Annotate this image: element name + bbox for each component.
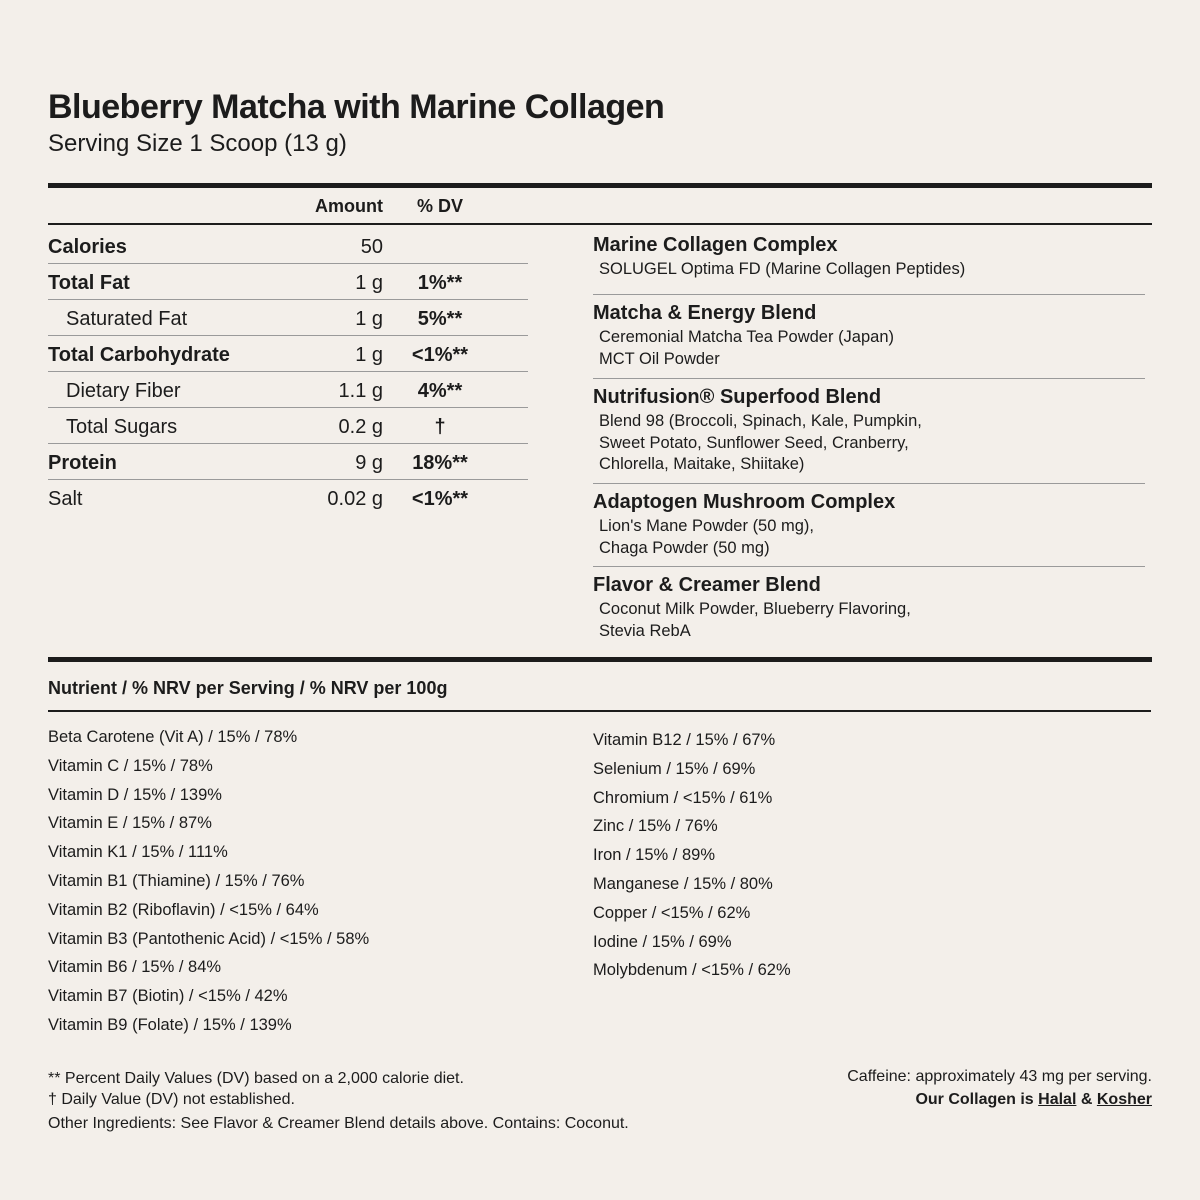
amount-header: Amount xyxy=(315,196,383,216)
nutrient-amount: 1 g xyxy=(355,272,383,294)
footer-right: Caffeine: approximately 43 mg per servin… xyxy=(847,1065,1152,1111)
other-ingredients: Other Ingredients: See Flavor & Creamer … xyxy=(48,1115,629,1132)
divider-thick xyxy=(48,183,1152,188)
table-row: Dietary Fiber 1.1 g 4%** xyxy=(48,372,528,408)
nrv-item: Vitamin K1 / 15% / 111% xyxy=(48,843,228,862)
nrv-item: Vitamin B1 (Thiamine) / 15% / 76% xyxy=(48,871,305,890)
nutrient-name: Total Carbohydrate xyxy=(48,344,230,366)
nutrient-dv: <1%** xyxy=(411,488,469,510)
table-row: Total Fat 1 g 1%** xyxy=(48,264,528,300)
kosher-link[interactable]: Kosher xyxy=(1096,1091,1152,1108)
nrv-item: Vitamin B2 (Riboflavin) / <15% / 64% xyxy=(48,900,319,919)
dv-footnote: ** Percent Daily Values (DV) based on a … xyxy=(48,1070,464,1087)
nrv-item: Vitamin C / 15% / 78% xyxy=(48,756,213,775)
blend-section: Matcha & Energy Blend Ceremonial Matcha T… xyxy=(593,302,1145,379)
nrv-item: Iron / 15% / 89% xyxy=(593,846,715,865)
nutrient-amount: 1.1 g xyxy=(338,380,383,402)
blend-section: Marine Collagen Complex SOLUGEL Optima FD… xyxy=(593,234,1145,295)
ampersand: & xyxy=(1080,1091,1093,1108)
nrv-item: Copper / <15% / 62% xyxy=(593,903,751,922)
divider xyxy=(48,710,1151,712)
dagger-footnote: † Daily Value (DV) not established. xyxy=(48,1091,295,1108)
nutrient-dv: 5%** xyxy=(417,308,463,330)
blend-line: Coconut Milk Powder, Blueberry Flavoring… xyxy=(599,600,911,618)
nutrient-amount: 9 g xyxy=(355,452,383,474)
nutrient-name: Saturated Fat xyxy=(66,308,188,330)
nrv-item: Iodine / 15% / 69% xyxy=(593,932,732,951)
nutrient-name: Total Sugars xyxy=(66,416,178,438)
nutrient-name: Calories xyxy=(48,236,127,258)
nutrient-name: Total Fat xyxy=(48,272,130,294)
nrv-header: Nutrient / % NRV per Serving / % NRV per… xyxy=(48,678,448,698)
nrv-item: Vitamin B6 / 15% / 84% xyxy=(48,958,222,977)
halal-link[interactable]: Halal xyxy=(1038,1091,1077,1108)
blend-line: Chlorella, Maitake, Shiitake) xyxy=(599,455,805,473)
blend-line: Ceremonial Matcha Tea Powder (Japan) xyxy=(599,328,895,346)
collagen-cert: Our Collagen is Halal & Kosher xyxy=(847,1088,1152,1111)
nutrient-dv: 1%** xyxy=(417,272,463,294)
blend-title: Adaptogen Mushroom Complex xyxy=(593,491,896,513)
nrv-item: Selenium / 15% / 69% xyxy=(593,759,756,778)
nrv-item: Beta Carotene (Vit A) / 15% / 78% xyxy=(48,728,298,746)
table-row: Protein 9 g 18%** xyxy=(48,444,528,480)
nrv-item: Manganese / 15% / 80% xyxy=(593,874,773,893)
nutrient-amount: 0.2 g xyxy=(338,416,383,438)
blend-section: Nutrifusion® Superfood Blend Blend 98 (Br… xyxy=(593,386,1145,484)
blend-line: Stevia RebA xyxy=(599,621,691,640)
blend-section: Flavor & Creamer Blend Coconut Milk Powde… xyxy=(593,574,1145,650)
nutrient-amount: 0.02 g xyxy=(327,488,383,510)
table-row: Total Carbohydrate 1 g <1%** xyxy=(48,336,528,372)
blend-title: Flavor & Creamer Blend xyxy=(593,574,821,596)
table-row: Calories 50 xyxy=(48,228,528,264)
nrv-item: Vitamin B3 (Pantothenic Acid) / <15% / 5… xyxy=(48,929,370,948)
nutrient-name: Protein xyxy=(48,452,117,474)
footnotes: ** Percent Daily Values (DV) based on a … xyxy=(48,1068,464,1110)
nrv-item: Vitamin B7 (Biotin) / <15% / 42% xyxy=(48,987,288,1006)
nrv-item: Chromium / <15% / 61% xyxy=(593,788,773,807)
serving-size: Serving Size 1 Scoop (13 g) xyxy=(48,130,347,157)
nrv-item: Vitamin B9 (Folate) / 15% / 139% xyxy=(48,1015,292,1034)
table-row: Saturated Fat 1 g 5%** xyxy=(48,300,528,336)
blend-line: SOLUGEL Optima FD (Marine Collagen Pepti… xyxy=(599,260,966,278)
blend-title: Matcha & Energy Blend xyxy=(593,302,817,324)
table-row: Salt 0.02 g <1%** xyxy=(48,480,528,516)
table-row: Total Sugars 0.2 g † xyxy=(48,408,528,444)
nrv-item: Molybdenum / <15% / 62% xyxy=(593,961,791,980)
blend-line: MCT Oil Powder xyxy=(599,349,720,368)
nutrient-name: Dietary Fiber xyxy=(66,380,181,402)
nrv-list-left: Beta Carotene (Vit A) / 15% / 78% Vitami… xyxy=(48,723,369,1040)
blend-section: Adaptogen Mushroom Complex Lion's Mane Po… xyxy=(593,491,1145,567)
collagen-prefix: Our Collagen is xyxy=(915,1091,1034,1108)
nrv-item: Vitamin B12 / 15% / 67% xyxy=(593,731,776,749)
blend-line: Chaga Powder (50 mg) xyxy=(599,538,770,557)
nutrient-dv: 4%** xyxy=(417,380,463,402)
nutrient-amount: 1 g xyxy=(355,308,383,330)
blend-line: Sweet Potato, Sunflower Seed, Cranberry, xyxy=(599,433,909,452)
nutrient-amount: 50 xyxy=(360,236,383,258)
blend-title: Nutrifusion® Superfood Blend xyxy=(593,386,882,408)
nutrient-amount: 1 g xyxy=(355,344,383,366)
nutrient-dv: <1%** xyxy=(411,344,469,366)
nrv-item: Vitamin D / 15% / 139% xyxy=(48,785,222,804)
nutrient-dv: 18%** xyxy=(412,452,468,474)
caffeine-note: Caffeine: approximately 43 mg per servin… xyxy=(847,1068,1152,1085)
product-title: Blueberry Matcha with Marine Collagen xyxy=(48,88,665,126)
nrv-item: Zinc / 15% / 76% xyxy=(593,817,718,836)
nutrient-dv: † xyxy=(434,416,446,438)
nutrient-name: Salt xyxy=(48,488,83,510)
blend-line: Blend 98 (Broccoli, Spinach, Kale, Pumpk… xyxy=(599,412,922,430)
nrv-list-right: Vitamin B12 / 15% / 67% Selenium / 15% /… xyxy=(593,726,791,985)
dv-header: % DV xyxy=(416,196,463,216)
blend-title: Marine Collagen Complex xyxy=(593,234,838,256)
divider-thick xyxy=(48,657,1152,662)
nrv-item: Vitamin E / 15% / 87% xyxy=(48,814,212,833)
blend-line: Lion's Mane Powder (50 mg), xyxy=(599,517,814,535)
divider xyxy=(48,223,1152,225)
